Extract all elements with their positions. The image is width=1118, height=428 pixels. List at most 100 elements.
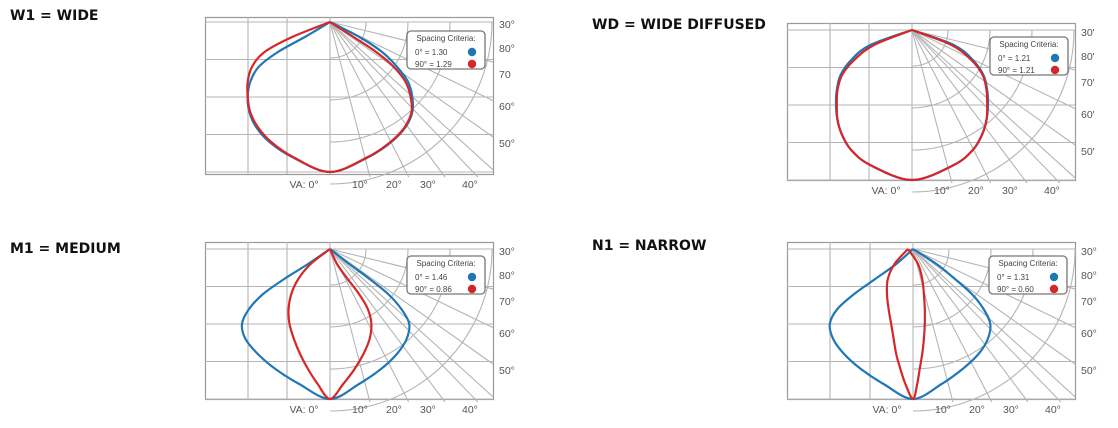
tick-label-bottom: 10°	[352, 404, 368, 416]
grid-radial	[329, 21, 371, 178]
grid-radial	[911, 29, 1076, 179]
tick-label-bottom: 10°	[934, 185, 950, 197]
tick-label-bottom: 20°	[969, 404, 985, 416]
grid-arc	[912, 248, 950, 286]
tick-label-bottom: 10°	[352, 179, 368, 191]
tick-label-bottom: 40°	[462, 179, 478, 191]
grid-arc	[912, 248, 1076, 412]
tick-label-right: 50°	[499, 365, 515, 377]
photometric-diagram-m1: 30° 80° 70° 60° 50° VA: 0° 10° 20° 30° 40° Spacin…	[204, 241, 515, 416]
tick-label-right: 80'	[1081, 51, 1095, 63]
tick-label-right: 70°	[499, 296, 515, 308]
panel-title-w1: W1 = WIDE	[10, 8, 99, 24]
tick-label-bottom: 40°	[462, 404, 478, 416]
legend-swatch	[467, 47, 477, 57]
tick-label-right: 80°	[499, 43, 515, 55]
legend-title: Spacing Criteria:	[416, 259, 475, 268]
grid-arc	[911, 29, 949, 67]
legend-swatch	[1049, 272, 1059, 282]
tick-label-right: 30°	[499, 19, 515, 31]
polar-grid	[204, 241, 495, 412]
legend-row-label: 90° = 0.60	[997, 285, 1034, 294]
legend-box	[989, 36, 1069, 76]
tick-label-right: 30°	[1081, 246, 1097, 258]
tick-label-right: 50°	[499, 138, 515, 150]
panel-title-m1: M1 = MEDIUM	[10, 241, 121, 257]
tick-label-bottom: 20°	[968, 185, 984, 197]
distribution-curves	[834, 28, 990, 182]
legend-row-label: 0° = 1.30	[415, 48, 448, 57]
spacing-criteria-legend: Spacing Criteria: 0° = 1.31 90° = 0.60	[988, 255, 1068, 295]
grid-radial	[912, 248, 1076, 365]
legend-title: Spacing Criteria:	[416, 34, 475, 43]
legend-title: Spacing Criteria:	[999, 40, 1058, 49]
tick-label-bottom: 10°	[935, 404, 951, 416]
spacing-criteria-legend: Spacing Criteria: 0° = 1.30 90° = 1.29	[406, 30, 486, 70]
legend-row-label: 90° = 0.86	[415, 285, 452, 294]
tick-label-bottom: VA: 0°	[872, 404, 901, 416]
grid-radial	[912, 248, 954, 403]
legend-swatch	[1050, 65, 1060, 75]
grid-arc	[329, 21, 367, 59]
grid-radial	[912, 248, 993, 403]
grid-radial	[329, 248, 371, 403]
tick-label-right: 70°	[1081, 296, 1097, 308]
spacing-criteria-legend: Spacing Criteria: 0° = 1.21 90° = 1.21	[989, 36, 1069, 76]
legend-box	[406, 255, 486, 295]
axis-ticks: 30° 80° 70° 60° 50° VA: 0° 10° 20° 30° 40°	[289, 246, 514, 416]
axis-ticks: 30' 80' 70' 60' 50' VA: 0° 10° 20° 30° 40°	[871, 27, 1094, 197]
legend-swatch	[467, 272, 477, 282]
grid-radial	[329, 248, 446, 403]
grid-arc	[329, 248, 493, 412]
tick-label-bottom: 30°	[1003, 404, 1019, 416]
tick-label-bottom: VA: 0°	[871, 185, 900, 197]
panel-title-wd: WD = WIDE DIFFUSED	[592, 17, 766, 33]
curve-90deg	[885, 248, 926, 401]
grid-radial	[329, 248, 494, 398]
grid-radial	[911, 29, 1076, 146]
curve-90deg	[287, 248, 373, 401]
grid-radial	[329, 21, 494, 138]
axis-ticks: 30° 80° 70 60° 50° VA: 0° 10° 20° 30° 40°	[289, 19, 514, 191]
tick-label-right: 30°	[499, 246, 515, 258]
grid-frame	[204, 16, 495, 176]
spacing-criteria-legend: Spacing Criteria: 0° = 1.46 90° = 0.86	[406, 255, 486, 295]
photometric-diagram-n1: 30° 80° 70° 60° 50° VA: 0° 10° 20° 30° 40° Spacin…	[786, 241, 1097, 416]
tick-label-bottom: VA: 0°	[289, 179, 318, 191]
tick-label-bottom: VA: 0°	[289, 404, 318, 416]
distribution-curves	[240, 248, 411, 401]
tick-label-right: 30'	[1081, 27, 1095, 39]
legend-swatch	[467, 284, 477, 294]
legend-swatch	[1049, 284, 1059, 294]
tick-label-right: 70	[499, 69, 511, 81]
legend-box	[988, 255, 1068, 295]
legend-row-label: 0° = 1.21	[998, 54, 1031, 63]
legend-row-label: 90° = 1.21	[998, 66, 1035, 75]
grid-radial	[912, 248, 1029, 403]
tick-label-bottom: 20°	[386, 404, 402, 416]
grid-arc	[329, 248, 367, 286]
tick-label-right: 70'	[1081, 77, 1095, 89]
axis-ticks: 30° 80° 70° 60° 50° VA: 0° 10° 20° 30° 40°	[872, 246, 1096, 416]
tick-label-right: 50°	[1081, 365, 1097, 377]
tick-label-right: 60'	[1081, 109, 1095, 121]
grid-arc	[911, 29, 1075, 193]
tick-label-bottom: 20°	[386, 179, 402, 191]
tick-label-bottom: 40°	[1045, 404, 1061, 416]
legend-row-label: 0° = 1.46	[415, 273, 448, 282]
legend-title: Spacing Criteria:	[998, 259, 1057, 268]
curve-90deg	[835, 28, 989, 182]
tick-label-bottom: 40°	[1044, 185, 1060, 197]
tick-label-right: 80°	[1081, 270, 1097, 282]
tick-label-right: 80°	[499, 270, 515, 282]
grid-radial	[329, 248, 494, 365]
tick-label-right: 50'	[1081, 146, 1095, 158]
curve-90deg	[246, 20, 414, 174]
grid-radial	[911, 29, 992, 184]
grid-radial	[329, 21, 410, 178]
distribution-curves	[828, 248, 992, 401]
grid-radial	[911, 29, 1028, 184]
legend-row-label: 0° = 1.31	[997, 273, 1030, 282]
tick-label-bottom: 30°	[420, 404, 436, 416]
grid-arc	[329, 21, 493, 185]
